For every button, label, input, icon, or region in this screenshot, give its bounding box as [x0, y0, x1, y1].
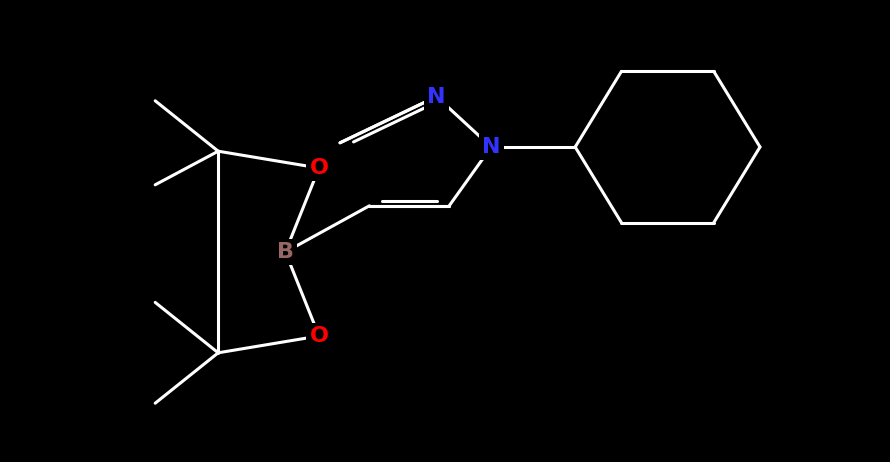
Text: B: B: [277, 242, 294, 262]
Text: N: N: [427, 86, 446, 107]
Text: N: N: [482, 137, 500, 157]
Text: O: O: [310, 326, 328, 346]
Text: O: O: [310, 158, 328, 178]
